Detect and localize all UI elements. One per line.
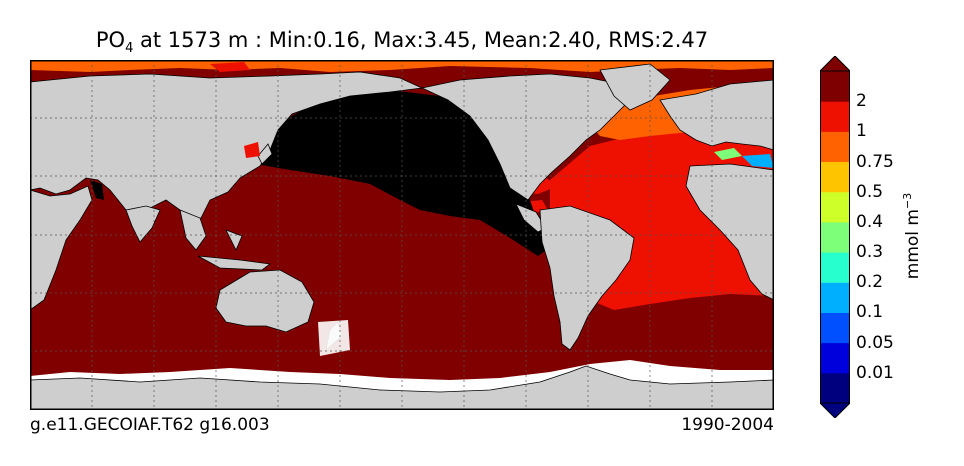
- colorbar-band: [820, 312, 850, 344]
- africa-west-land: [685, 163, 774, 301]
- colorbar-band: [820, 71, 850, 102]
- plot-title: PO4 at 1573 m : Min:0.16, Max:3.45, Mean…: [30, 28, 774, 56]
- arctic-red: [210, 62, 250, 72]
- colorbar-tick-label: 1: [856, 121, 867, 142]
- asia-land: [30, 71, 424, 231]
- colorbar-tick-label: 0.1: [856, 302, 884, 323]
- australia-land: [215, 269, 315, 333]
- colorbar-unit: mmol m−3: [901, 193, 923, 279]
- title-stats: at 1573 m : Min:0.16, Max:3.45, Mean:2.4…: [133, 28, 709, 52]
- title-subscript: 4: [125, 41, 134, 57]
- colorbar-band: [820, 191, 850, 223]
- map-panel: [30, 60, 774, 410]
- colorbar-band: [820, 101, 850, 132]
- mediterranean-blue: [742, 154, 774, 168]
- colorbar-band: [820, 221, 850, 253]
- colorbar: [820, 56, 850, 418]
- colorbar-tick-label: 0.5: [856, 181, 884, 202]
- colorbar-tick-label: 0.3: [856, 242, 884, 263]
- south-america-land: [539, 205, 635, 351]
- africa-east-land: [30, 185, 93, 311]
- colorbar-tick-label: 0.75: [856, 151, 894, 172]
- colorbar-band: [820, 342, 850, 374]
- colorbar-band: [820, 131, 850, 163]
- map-frame: [30, 60, 774, 410]
- colorbar-tick-label: 0.05: [856, 332, 894, 353]
- graticule: [30, 60, 774, 410]
- colorbar-band: [820, 282, 850, 313]
- unit-exponent: −3: [901, 192, 915, 209]
- year-range: 1990-2004: [681, 415, 774, 435]
- colorbar-band: [820, 161, 850, 193]
- colorbar-frame: [820, 70, 850, 404]
- unit-base: mmol m: [902, 209, 923, 280]
- japan-land: [257, 143, 273, 165]
- nz-nodata: [318, 320, 350, 356]
- colorbar-min-arrow: [820, 402, 850, 418]
- colorbar-tick-label: 2: [856, 91, 867, 112]
- pacific-ocean: [255, 90, 552, 256]
- colorbar-tick-label: 0.01: [856, 362, 894, 383]
- colorbar-band: [820, 252, 850, 283]
- colorbar-tick-label: 0.2: [856, 272, 884, 293]
- europe-land: [659, 79, 774, 151]
- colorbar-max-arrow: [820, 56, 850, 72]
- case-name: g.e11.GECOIAF.T62 g16.003: [30, 415, 270, 435]
- colorbar-band: [820, 372, 850, 404]
- colorbar-tick-label: 0.4: [856, 211, 884, 232]
- mediterranean-green: [714, 148, 742, 160]
- greenland-land: [599, 63, 671, 111]
- title-variable: PO: [95, 28, 126, 52]
- india-land: [125, 205, 161, 243]
- japan-sea-red: [244, 142, 260, 158]
- red-sea: [90, 180, 104, 200]
